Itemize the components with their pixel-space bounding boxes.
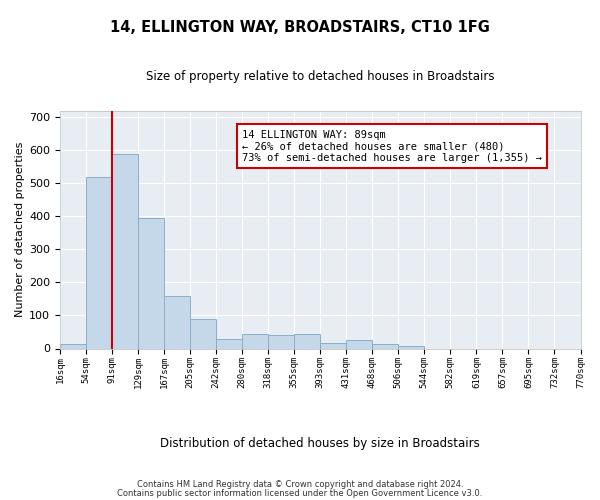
Bar [346, 340, 373, 348]
Bar [138, 218, 164, 348]
Bar [86, 176, 112, 348]
Bar [112, 154, 138, 348]
Bar [398, 346, 424, 348]
Bar [373, 344, 398, 348]
Text: Contains HM Land Registry data © Crown copyright and database right 2024.: Contains HM Land Registry data © Crown c… [137, 480, 463, 489]
Title: Size of property relative to detached houses in Broadstairs: Size of property relative to detached ho… [146, 70, 494, 83]
Bar [320, 342, 346, 348]
Bar [60, 344, 86, 348]
X-axis label: Distribution of detached houses by size in Broadstairs: Distribution of detached houses by size … [160, 437, 480, 450]
Text: 14 ELLINGTON WAY: 89sqm
← 26% of detached houses are smaller (480)
73% of semi-d: 14 ELLINGTON WAY: 89sqm ← 26% of detache… [242, 130, 542, 163]
Y-axis label: Number of detached properties: Number of detached properties [15, 142, 25, 317]
Bar [164, 296, 190, 348]
Bar [190, 319, 216, 348]
Bar [242, 334, 268, 348]
Bar [294, 334, 320, 348]
Text: 14, ELLINGTON WAY, BROADSTAIRS, CT10 1FG: 14, ELLINGTON WAY, BROADSTAIRS, CT10 1FG [110, 20, 490, 35]
Bar [268, 334, 294, 348]
Bar [216, 338, 242, 348]
Text: Contains public sector information licensed under the Open Government Licence v3: Contains public sector information licen… [118, 488, 482, 498]
